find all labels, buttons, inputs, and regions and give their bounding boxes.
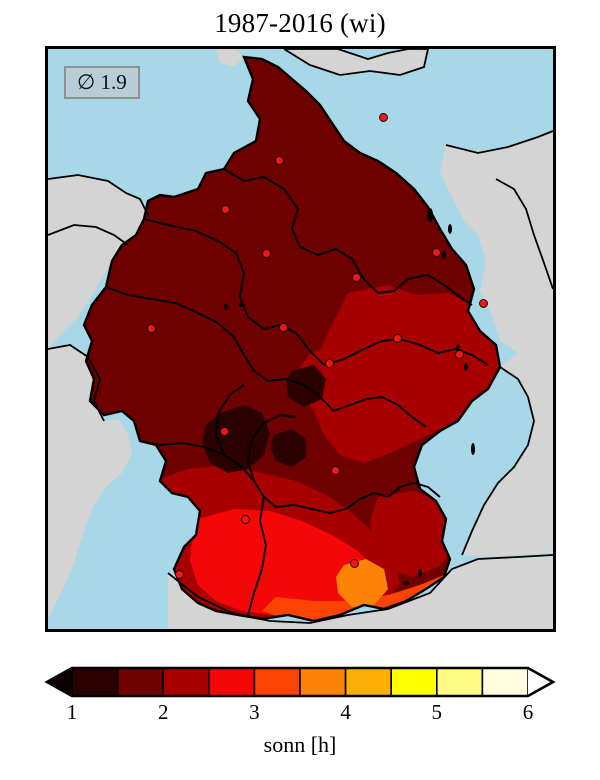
city-dot-icon [221, 205, 230, 214]
germany-sunshine-map [48, 49, 553, 629]
city-dot-icon [350, 559, 359, 568]
inland-features [224, 208, 475, 585]
colorbar-axis-label: sonn [h] [263, 732, 337, 757]
colorbar-swatches [44, 666, 556, 698]
city-dot-icon [379, 113, 388, 122]
colorbar-tick-6: 6 [522, 700, 534, 724]
city-dot-icon [352, 273, 361, 282]
colorbar-under-arrow [47, 668, 72, 696]
city-dot-icon [279, 323, 288, 332]
colorbar-cell-0 [71, 667, 119, 697]
city-dot-icon [275, 156, 284, 165]
state-borders [105, 168, 489, 616]
mean-value-box: ∅ 1.9 [64, 66, 140, 100]
colorbar-tick-5: 5 [431, 700, 443, 724]
colorbar-cell-4 [253, 667, 301, 697]
colorbar-cell-2 [162, 667, 210, 697]
city-dot-icon [331, 466, 340, 475]
colorbar-cell-7 [390, 667, 438, 697]
city-dot-icon [455, 350, 464, 359]
city-dot-icon [325, 359, 334, 368]
coastlines [48, 49, 553, 624]
city-dot-icon [220, 427, 229, 436]
map-panel[interactable]: ∅ 1.9 [45, 46, 556, 632]
city-dot-icon [241, 515, 250, 524]
colorbar-cell-3 [208, 667, 256, 697]
page-title: 1987-2016 (wi) [214, 8, 386, 38]
colorbar[interactable]: 1 2 3 4 5 6 sonn [h] [0, 660, 600, 780]
colorbar-tick-3: 3 [249, 700, 260, 724]
colorbar-cell-5 [299, 667, 347, 697]
colorbar-tick-2: 2 [157, 700, 169, 724]
colorbar-over-arrow [528, 668, 553, 696]
city-dot-icon [147, 324, 156, 333]
colorbar-cell-6 [344, 667, 393, 697]
colorbar-tick-4: 4 [340, 700, 351, 724]
city-dot-icon [262, 249, 271, 258]
city-dot-icon [393, 334, 402, 343]
colorbar-outline [44, 666, 556, 698]
colorbar-cell-8 [435, 667, 484, 697]
city-dot-icon [175, 570, 184, 579]
colorbar-cell-1 [116, 667, 164, 697]
colorbar-tick-labels: 1 2 3 4 5 6 [0, 700, 600, 730]
colorbar-tick-1: 1 [66, 700, 78, 724]
city-dot-icon [432, 248, 441, 257]
city-dot-icon [479, 299, 488, 308]
colorbar-cell-9 [481, 667, 529, 697]
